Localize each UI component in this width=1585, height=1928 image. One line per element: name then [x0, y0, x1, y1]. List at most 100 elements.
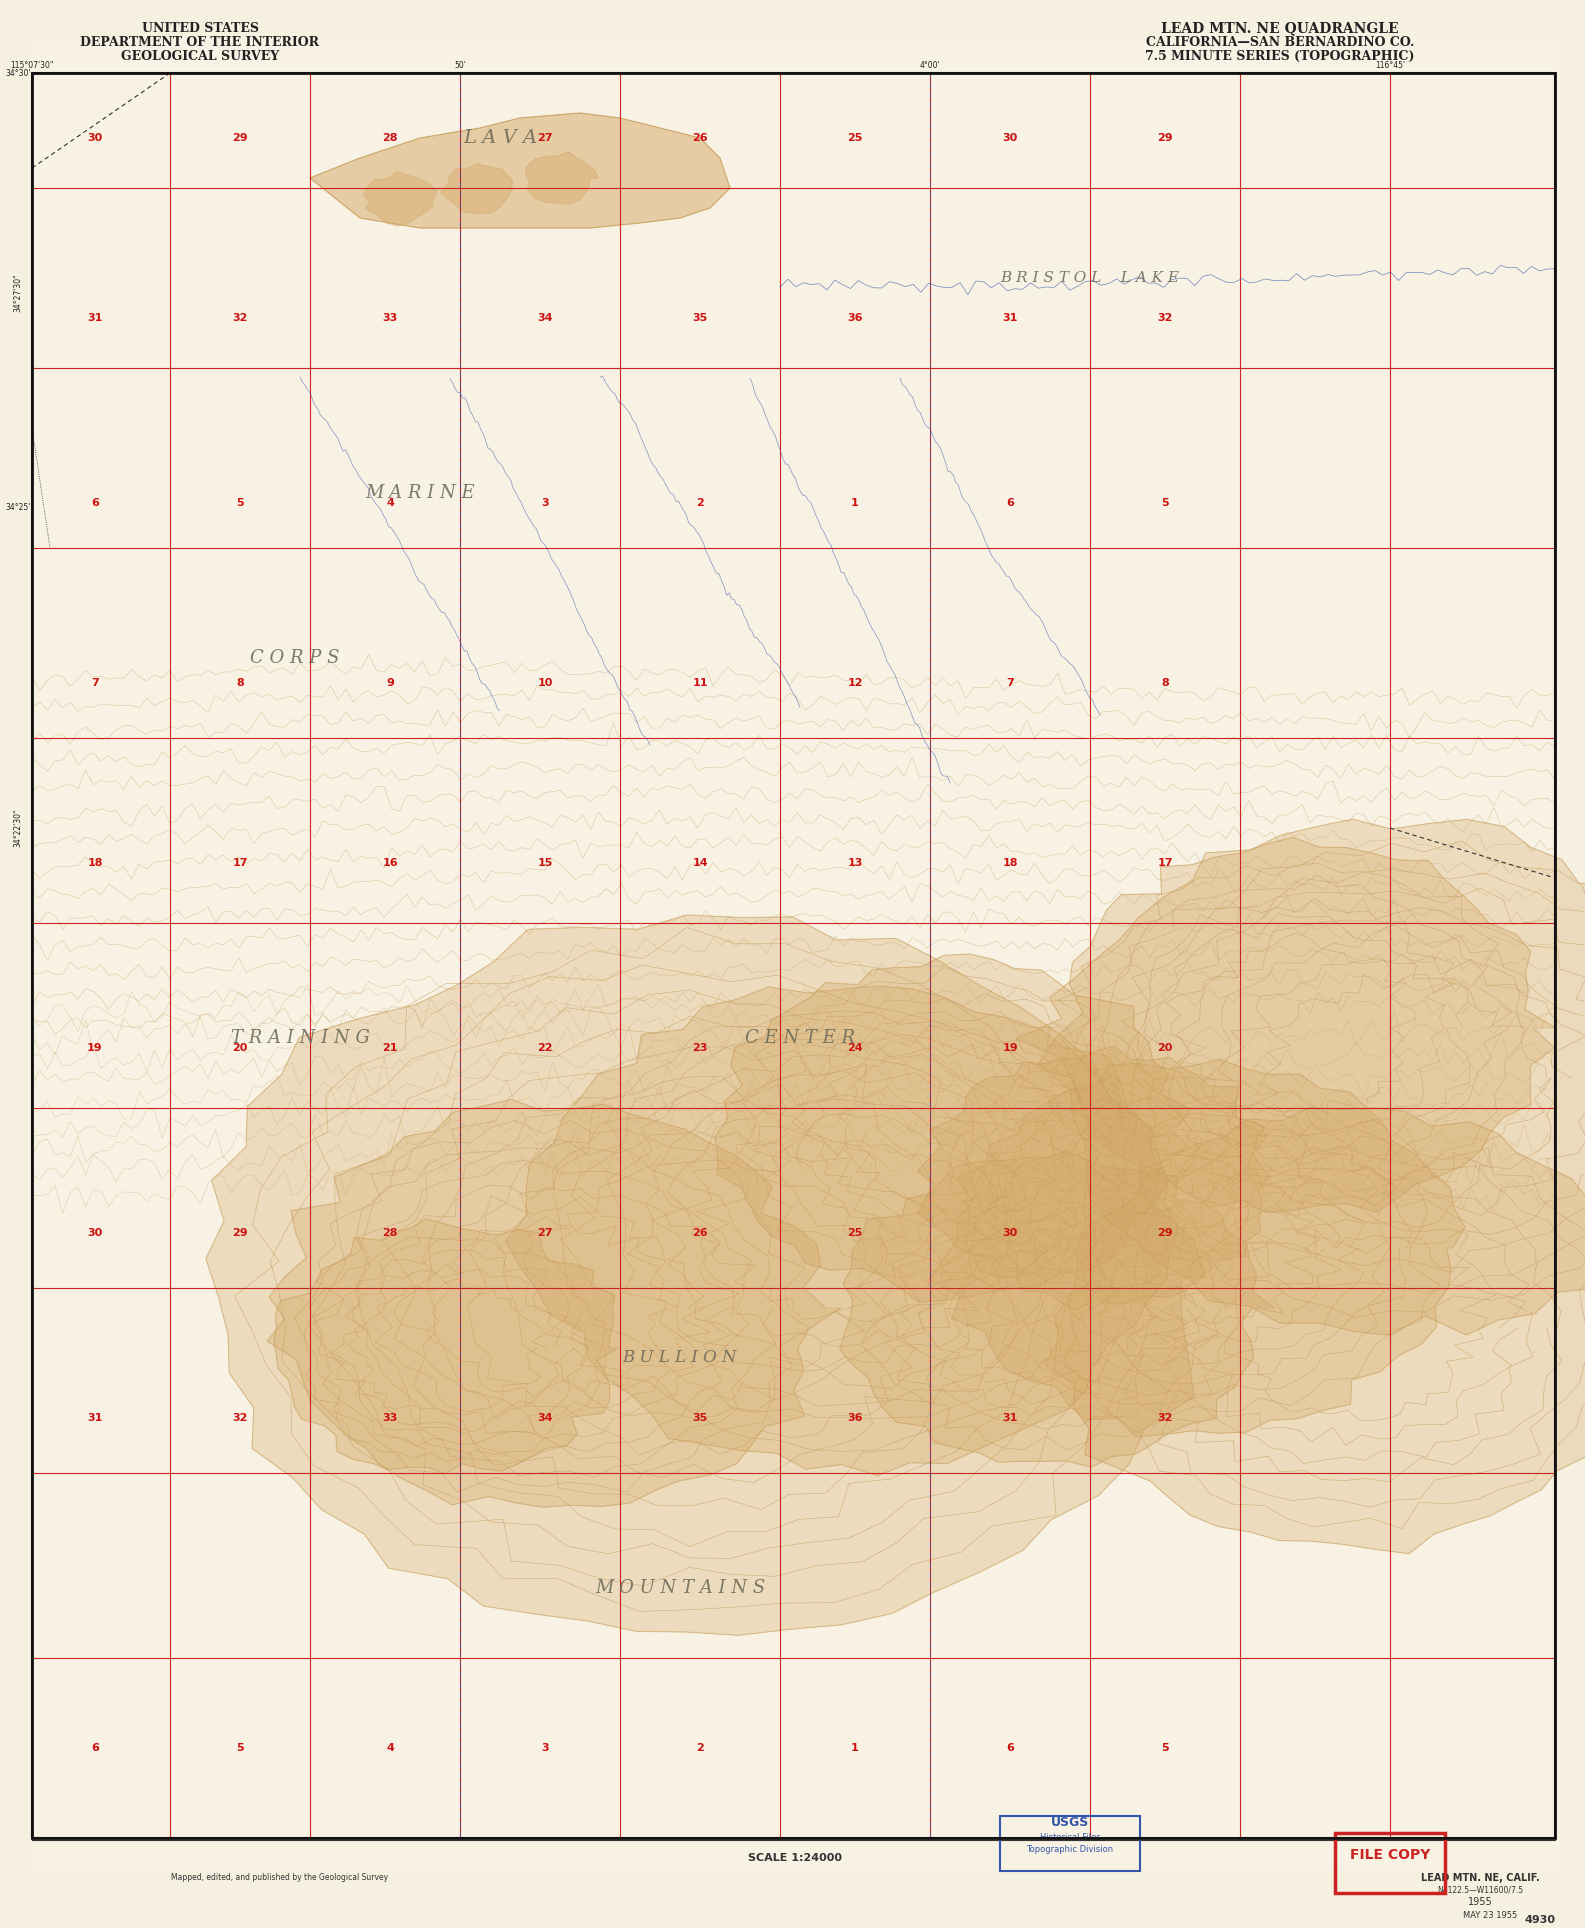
Text: 32: 32	[233, 312, 247, 324]
Text: 4°00': 4°00'	[919, 62, 940, 71]
Text: 31: 31	[87, 312, 103, 324]
Text: C E N T E R: C E N T E R	[745, 1030, 854, 1047]
Text: N4122.5—W11600/7.5: N4122.5—W11600/7.5	[1438, 1886, 1523, 1895]
Text: 21: 21	[382, 1043, 398, 1053]
Text: 15: 15	[537, 858, 553, 868]
Text: 25: 25	[848, 1228, 862, 1238]
Text: 1: 1	[851, 497, 859, 507]
Text: 34°22'30": 34°22'30"	[14, 808, 22, 846]
Text: GEOLOGICAL SURVEY: GEOLOGICAL SURVEY	[120, 50, 279, 62]
Bar	[1335, 1834, 1446, 1893]
Text: 4: 4	[387, 497, 395, 507]
Text: 1: 1	[851, 1743, 859, 1753]
Polygon shape	[268, 1099, 842, 1508]
Text: 31: 31	[1002, 1413, 1018, 1423]
Text: 32: 32	[1157, 1413, 1173, 1423]
Text: 5: 5	[1162, 497, 1168, 507]
Text: 18: 18	[87, 858, 103, 868]
Polygon shape	[526, 152, 599, 204]
Polygon shape	[1045, 1107, 1585, 1554]
Text: 18: 18	[1002, 858, 1018, 868]
Text: 35: 35	[693, 312, 707, 324]
Text: 16: 16	[382, 858, 398, 868]
Text: 50': 50'	[453, 62, 466, 71]
Text: 116°45': 116°45'	[1374, 62, 1404, 71]
Text: 10: 10	[537, 679, 553, 688]
Text: 34: 34	[537, 312, 553, 324]
Text: 34°25': 34°25'	[5, 503, 30, 513]
Text: 31: 31	[1002, 312, 1018, 324]
Text: 6: 6	[1006, 1743, 1014, 1753]
Text: 29: 29	[1157, 1228, 1173, 1238]
Polygon shape	[206, 916, 1205, 1635]
Text: 28: 28	[382, 1228, 398, 1238]
Text: M O U N T A I N S: M O U N T A I N S	[594, 1579, 766, 1596]
Text: LEAD MTN. NE, CALIF.: LEAD MTN. NE, CALIF.	[1420, 1872, 1539, 1884]
Text: 34: 34	[537, 1413, 553, 1423]
Text: 7.5 MINUTE SERIES (TOPOGRAPHIC): 7.5 MINUTE SERIES (TOPOGRAPHIC)	[1146, 50, 1415, 62]
Text: 2: 2	[696, 497, 704, 507]
Text: 5: 5	[236, 1743, 244, 1753]
Text: 5: 5	[236, 497, 244, 507]
Text: 27: 27	[537, 1228, 553, 1238]
Text: C O R P S: C O R P S	[250, 650, 339, 667]
Text: 1955: 1955	[1468, 1897, 1493, 1907]
Text: 29: 29	[231, 133, 247, 143]
Text: 32: 32	[1157, 312, 1173, 324]
Text: DEPARTMENT OF THE INTERIOR: DEPARTMENT OF THE INTERIOR	[81, 35, 320, 48]
Text: 24: 24	[848, 1043, 862, 1053]
Polygon shape	[1038, 819, 1585, 1336]
Text: MAY 23 1955: MAY 23 1955	[1463, 1911, 1517, 1920]
Text: Topographic Division: Topographic Division	[1027, 1845, 1114, 1855]
Text: 22: 22	[537, 1043, 553, 1053]
Text: 11: 11	[693, 679, 708, 688]
Text: 20: 20	[233, 1043, 247, 1053]
Polygon shape	[918, 1047, 1271, 1311]
Polygon shape	[363, 172, 437, 226]
Text: 4930: 4930	[1525, 1915, 1555, 1924]
Text: 14: 14	[693, 858, 708, 868]
Text: 2: 2	[696, 1743, 704, 1753]
Text: 34°30': 34°30'	[5, 69, 30, 77]
Polygon shape	[311, 114, 731, 228]
Text: 30: 30	[1002, 1228, 1018, 1238]
Text: B R I S T O L    L A K E: B R I S T O L L A K E	[1000, 272, 1179, 285]
Text: 34°27'30": 34°27'30"	[14, 274, 22, 312]
Text: 5: 5	[1162, 1743, 1168, 1753]
Text: 7: 7	[1006, 679, 1014, 688]
Text: Historical Files: Historical Files	[1040, 1834, 1100, 1843]
Text: 30: 30	[87, 133, 103, 143]
Bar	[1000, 1816, 1140, 1870]
Text: 6: 6	[90, 1743, 98, 1753]
Text: 28: 28	[382, 133, 398, 143]
Text: 9: 9	[387, 679, 395, 688]
Text: SCALE 1:24000: SCALE 1:24000	[748, 1853, 842, 1862]
Text: 36: 36	[848, 312, 862, 324]
Text: 17: 17	[1157, 858, 1173, 868]
Text: 33: 33	[382, 1413, 398, 1423]
Polygon shape	[274, 1218, 618, 1475]
Text: T R A I N I N G: T R A I N I N G	[230, 1030, 369, 1047]
Text: 32: 32	[233, 1413, 247, 1423]
Polygon shape	[929, 1060, 1465, 1436]
Text: 35: 35	[693, 1413, 707, 1423]
Text: B U L L I O N: B U L L I O N	[623, 1350, 737, 1367]
Text: 12: 12	[848, 679, 862, 688]
Text: 3: 3	[540, 1743, 548, 1753]
Text: 30: 30	[1002, 133, 1018, 143]
Text: 26: 26	[693, 1228, 708, 1238]
Text: FILE COPY: FILE COPY	[1350, 1849, 1430, 1862]
Polygon shape	[840, 1151, 1274, 1467]
Text: 8: 8	[1162, 679, 1168, 688]
Polygon shape	[506, 985, 1178, 1475]
Text: 8: 8	[236, 679, 244, 688]
Text: 26: 26	[693, 133, 708, 143]
Text: 6: 6	[90, 497, 98, 507]
Text: 30: 30	[87, 1228, 103, 1238]
Text: 3: 3	[540, 497, 548, 507]
Text: 20: 20	[1157, 1043, 1173, 1053]
Text: M A R I N E: M A R I N E	[365, 484, 476, 501]
Text: UNITED STATES: UNITED STATES	[141, 21, 258, 35]
Text: 7: 7	[90, 679, 98, 688]
Text: 25: 25	[848, 133, 862, 143]
